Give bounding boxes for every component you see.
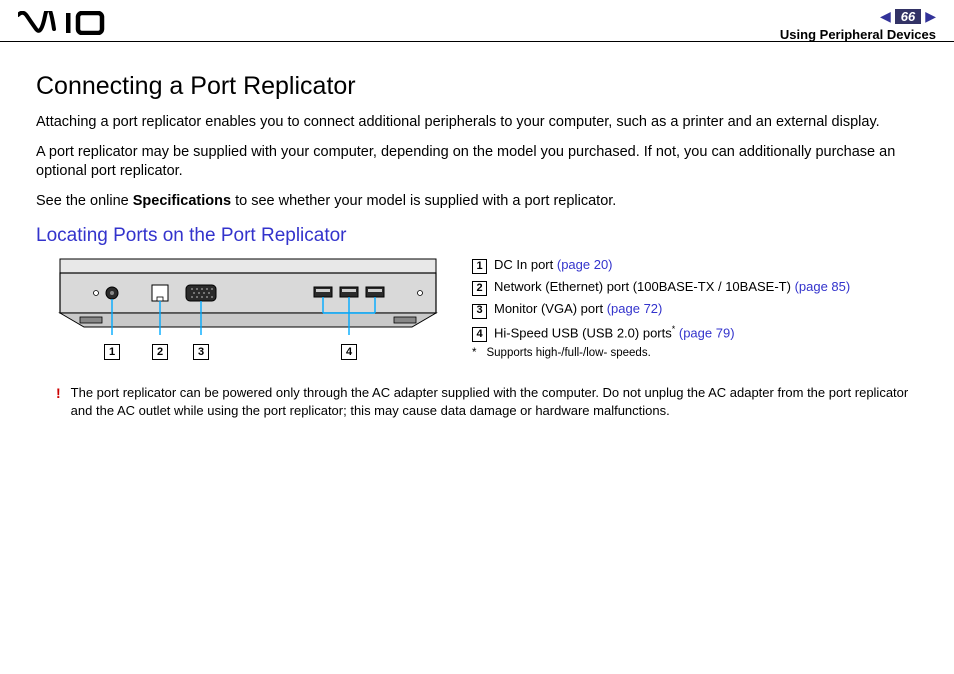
page-navigation: ◀ 66 ▶ xyxy=(780,8,936,25)
warning-text: The port replicator can be powered only … xyxy=(71,384,918,419)
page-link[interactable]: (page 79) xyxy=(679,325,735,340)
legend-item-4: 4 Hi-Speed USB (USB 2.0) ports* (page 79… xyxy=(472,324,850,342)
legend-item-3: 3 Monitor (VGA) port (page 72) xyxy=(472,301,850,318)
intro-paragraph-3: See the online Specifications to see whe… xyxy=(36,192,918,212)
page-number: 66 xyxy=(895,9,921,24)
legend-footnote: * Supports high-/full-/low- speeds. xyxy=(472,347,850,359)
prev-page-icon[interactable]: ◀ xyxy=(880,8,891,25)
callout-4: 4 xyxy=(341,344,357,360)
intro-paragraph-1: Attaching a port replicator enables you … xyxy=(36,113,918,133)
intro-paragraph-2: A port replicator may be supplied with y… xyxy=(36,143,918,182)
vaio-logo xyxy=(18,8,114,38)
warning-icon: ! xyxy=(56,384,61,419)
page-title: Connecting a Port Replicator xyxy=(36,72,918,101)
port-replicator-diagram: 1 2 3 4 xyxy=(58,257,438,366)
next-page-icon[interactable]: ▶ xyxy=(925,8,936,25)
page-link[interactable]: (page 20) xyxy=(557,257,613,272)
callout-3: 3 xyxy=(193,344,209,360)
page-link[interactable]: (page 72) xyxy=(607,301,663,316)
section-label: Using Peripheral Devices xyxy=(780,27,936,42)
subsection-title: Locating Ports on the Port Replicator xyxy=(36,225,918,247)
warning-note: ! The port replicator can be powered onl… xyxy=(36,384,918,419)
callout-2: 2 xyxy=(152,344,168,360)
legend-item-2: 2 Network (Ethernet) port (100BASE-TX / … xyxy=(472,279,850,296)
port-legend: 1 DC In port (page 20) 2 Network (Ethern… xyxy=(472,257,850,359)
legend-item-1: 1 DC In port (page 20) xyxy=(472,257,850,274)
page-link[interactable]: (page 85) xyxy=(795,279,851,294)
callout-1: 1 xyxy=(104,344,120,360)
spec-link-text: Specifications xyxy=(133,193,231,209)
